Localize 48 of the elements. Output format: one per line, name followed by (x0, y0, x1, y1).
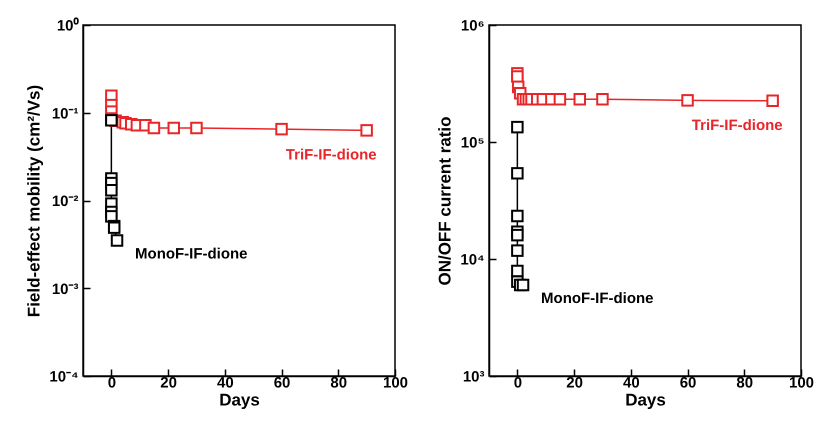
point (110, 234, 124, 247)
series-label: TriF-IF-dione (692, 116, 783, 134)
point (360, 124, 373, 137)
point (554, 92, 566, 106)
point (511, 210, 524, 222)
y-tick-label: 10⁻⁴ (49, 368, 78, 386)
point (190, 122, 203, 134)
point (511, 264, 524, 278)
point (574, 92, 586, 106)
point (511, 228, 524, 242)
x-tick-label: 20 (566, 374, 583, 392)
y-tick-label: 10⁵ (460, 134, 484, 152)
x-tick-label: 0 (108, 374, 116, 392)
y-tick-label: 10⁶ (460, 18, 484, 34)
x-tick-label: 100 (788, 374, 814, 392)
y-tick-label: 10⁻¹ (52, 105, 78, 122)
x-tick-label: 100 (382, 374, 408, 392)
y-tick-label: 10⁻³ (52, 280, 78, 298)
point (681, 94, 694, 107)
point (516, 278, 530, 292)
y-axis-title: Field-effect mobility (cm²/Vs) (24, 84, 44, 318)
x-tick-label: 80 (736, 374, 754, 392)
x-tick-label: 60 (274, 374, 290, 392)
y-tick-label: 10⁻² (52, 193, 78, 210)
point (596, 92, 609, 106)
x-axis-title: Days (219, 390, 260, 410)
y-tick-label: 10⁴ (460, 252, 484, 268)
point (766, 94, 779, 108)
x-axis-title: Days (625, 390, 666, 410)
series-label: MonoF-IF-dione (541, 290, 654, 307)
series-label: TriF-IF-dione (286, 146, 377, 164)
point (511, 244, 524, 257)
y-tick-label: 10³ (462, 368, 484, 386)
y-axis-title: ON/OFF current ratio (435, 116, 454, 286)
y-tick-label: 10⁰ (56, 16, 80, 34)
point (168, 122, 180, 134)
x-tick-label: 20 (160, 374, 177, 392)
series-label: MonoF-IF-dione (135, 246, 248, 263)
x-tick-label: 0 (514, 374, 522, 392)
x-tick-label: 60 (680, 374, 696, 392)
point (148, 122, 160, 134)
point (511, 120, 524, 134)
x-tick-label: 40 (216, 374, 234, 392)
x-tick-label: 40 (622, 374, 640, 392)
point (105, 184, 118, 196)
point (275, 122, 288, 136)
point (511, 167, 524, 180)
x-tick-label: 80 (330, 374, 348, 392)
